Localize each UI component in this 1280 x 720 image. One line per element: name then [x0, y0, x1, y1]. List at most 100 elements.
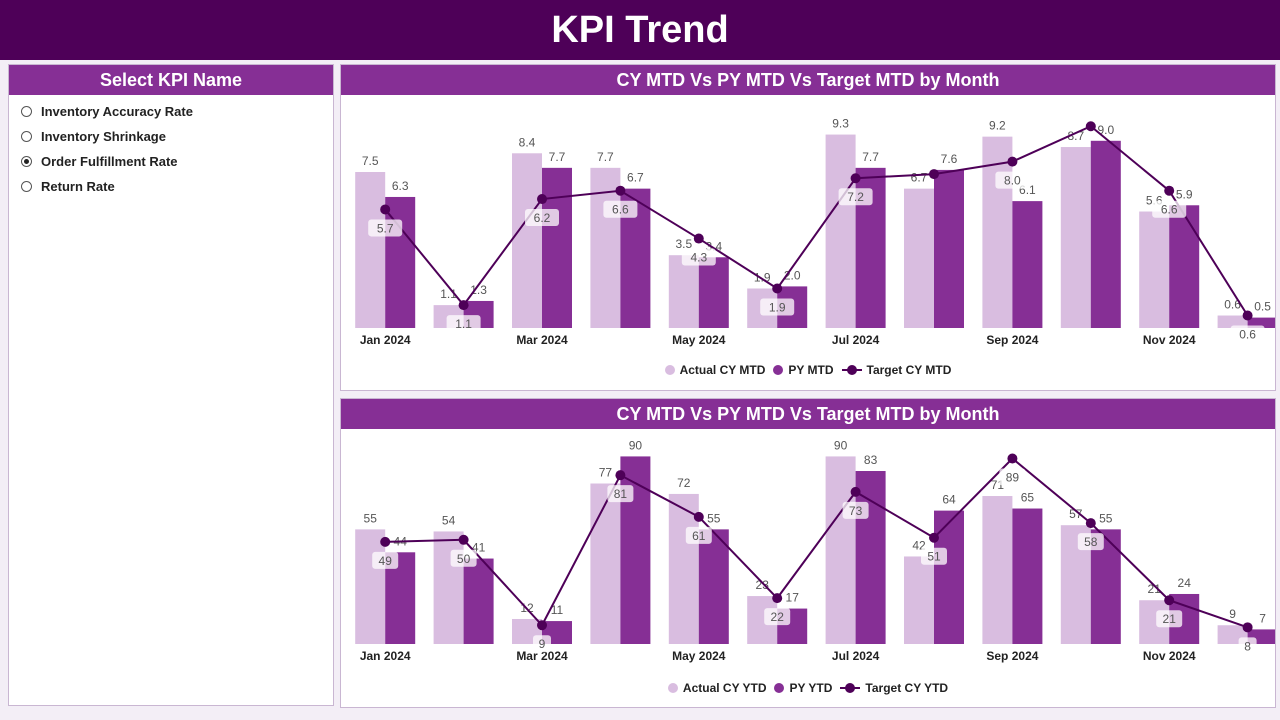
bar-actual	[1217, 315, 1248, 328]
target-point	[537, 194, 547, 205]
data-label-target: 89	[1006, 471, 1020, 485]
data-label-py: 64	[942, 493, 956, 507]
data-label-actual: 9	[1229, 607, 1236, 621]
data-label-actual: 55	[364, 511, 378, 525]
target-point	[693, 233, 704, 244]
bar-actual	[982, 496, 1013, 644]
bar-actual	[904, 188, 934, 328]
target-point	[1007, 453, 1018, 464]
data-label-bg	[533, 635, 551, 653]
x-tick-label: Jul 2024	[832, 333, 880, 347]
bar-actual	[825, 134, 856, 328]
bar-py	[1247, 317, 1275, 328]
target-point	[929, 532, 939, 543]
bar-actual	[1139, 211, 1170, 328]
radio-button-icon[interactable]	[21, 106, 32, 117]
legend-label: Target CY MTD	[866, 363, 952, 377]
radio-button-icon[interactable]	[21, 181, 32, 192]
data-label-actual: 54	[442, 513, 456, 527]
bar-actual	[668, 255, 699, 328]
target-point	[380, 204, 391, 215]
data-label-py: 7	[1259, 611, 1266, 625]
slicer-item-order-fulfillment-rate[interactable]: Order Fulfillment Rate	[21, 149, 333, 174]
radio-button-checked-icon[interactable]	[21, 156, 32, 167]
data-label-actual: 9.2	[989, 119, 1006, 133]
data-label-target: 0.6	[1239, 328, 1256, 342]
target-point	[537, 620, 547, 631]
data-label-actual: 8.4	[519, 135, 536, 149]
data-label-target: 6.6	[1161, 203, 1178, 217]
legend-item-actual[interactable]: Actual CY YTD	[667, 681, 767, 695]
target-point	[380, 536, 391, 547]
data-label-py: 24	[1178, 576, 1192, 590]
legend-item-py[interactable]: PY MTD	[773, 363, 834, 377]
bar-py	[1169, 205, 1200, 328]
data-label-actual: 7.7	[597, 150, 614, 164]
legend-line-icon	[841, 365, 862, 375]
legend-item-py[interactable]: PY YTD	[774, 681, 832, 695]
legend-item-target[interactable]: Target CY YTD	[840, 681, 948, 695]
data-label-actual: 6.7	[911, 171, 928, 185]
target-point	[615, 185, 626, 196]
data-label-target: 22	[771, 610, 785, 624]
target-point	[850, 173, 861, 184]
data-label-actual: 23	[756, 578, 770, 592]
data-label-py: 55	[707, 511, 721, 525]
data-label-target: 8.0	[1004, 174, 1021, 188]
chart-legend: Actual CY YTD PY YTD Target CY YTD	[341, 681, 1275, 695]
data-label-py: 0.5	[1254, 300, 1271, 314]
chart-legend: Actual CY MTD PY MTD Target CY MTD	[341, 363, 1275, 377]
data-label-py: 9.0	[1097, 123, 1114, 137]
legend-label: Actual CY YTD	[682, 681, 767, 695]
data-label-target: 6.2	[534, 211, 551, 225]
x-tick-label: Sep 2024	[986, 649, 1038, 663]
target-point	[772, 283, 783, 294]
data-label-bg	[1238, 637, 1257, 655]
data-label-target: 9	[539, 637, 546, 651]
bar-actual	[512, 153, 542, 328]
bar-py	[934, 169, 964, 328]
data-label-bg	[603, 200, 638, 218]
target-point	[929, 169, 939, 180]
legend-item-actual[interactable]: Actual CY MTD	[664, 363, 765, 377]
slicer-item-return-rate[interactable]: Return Rate	[21, 174, 333, 199]
bar-py	[698, 257, 729, 328]
data-label-py: 65	[1021, 491, 1035, 505]
data-label-py: 6.3	[392, 179, 409, 193]
data-label-actual: 72	[677, 476, 691, 490]
data-label-target: 8	[1244, 639, 1251, 653]
x-tick-label: Jan 2024	[360, 649, 411, 663]
x-tick-label: Nov 2024	[1143, 333, 1196, 347]
data-label-actual: 1.1	[440, 287, 457, 301]
data-label-py: 11	[551, 603, 564, 617]
mtd-chart-panel: CY MTD Vs PY MTD Vs Target MTD by Month …	[340, 64, 1276, 391]
data-label-bg	[760, 298, 795, 316]
data-label-bg	[995, 171, 1030, 189]
slicer-item-inventory-shrinkage[interactable]: Inventory Shrinkage	[21, 124, 333, 149]
bar-py	[1012, 508, 1043, 644]
bar-py	[1012, 201, 1043, 328]
data-label-bg	[368, 219, 403, 237]
data-label-target: 21	[1163, 612, 1177, 626]
target-point	[615, 470, 626, 481]
data-label-actual: 90	[834, 438, 848, 452]
bar-actual	[355, 172, 386, 328]
slicer-item-inventory-accuracy-rate[interactable]: Inventory Accuracy Rate	[21, 99, 333, 124]
page-title: KPI Trend	[551, 8, 729, 51]
target-point	[1007, 156, 1018, 167]
target-point	[1242, 622, 1253, 633]
data-label-target: 73	[849, 504, 863, 518]
legend-item-target[interactable]: Target CY MTD	[841, 363, 952, 377]
target-line	[385, 457, 1248, 629]
legend-label: PY MTD	[788, 363, 834, 377]
slicer-item-label: Inventory Accuracy Rate	[41, 104, 193, 119]
data-label-bg	[607, 485, 634, 503]
data-label-target: 1.9	[769, 300, 786, 314]
radio-button-icon[interactable]	[21, 131, 32, 142]
data-label-bg	[842, 501, 869, 519]
bar-py	[385, 196, 416, 328]
bar-actual	[1060, 147, 1091, 328]
data-label-py: 17	[786, 591, 800, 605]
kpi-slicer: Select KPI Name Inventory Accuracy Rate …	[8, 64, 334, 706]
